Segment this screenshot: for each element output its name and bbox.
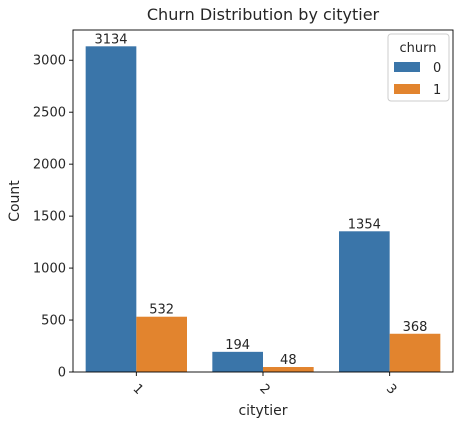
y-tick-label: 2500	[33, 106, 66, 121]
bar-2-churn-1	[263, 367, 314, 372]
bar-3-churn-1	[389, 333, 441, 372]
y-tick-label: 1500	[33, 210, 66, 225]
bar-value-label: 1354	[348, 217, 381, 232]
x-tick-label: 1	[130, 381, 146, 397]
bar-3-churn-0	[339, 231, 390, 372]
bar-value-label: 368	[403, 320, 428, 335]
bar-value-label: 48	[280, 353, 297, 368]
plot-frame	[72, 29, 454, 373]
bar-value-label: 194	[225, 338, 250, 353]
bar-value-label: 3134	[94, 32, 127, 47]
bar-2-churn-0	[212, 351, 263, 372]
y-tick-label: 500	[41, 314, 66, 329]
x-tick-label: 2	[256, 381, 272, 397]
x-axis-ticks: 1 2 3	[130, 372, 399, 398]
legend-swatch-1	[394, 84, 420, 94]
x-tick-label: 3	[383, 381, 399, 397]
legend-swatch-0	[394, 62, 420, 72]
bar-data-labels: 3134 532 194 48 1354 368	[94, 32, 427, 368]
y-tick-label: 1000	[33, 262, 66, 277]
y-tick-label: 0	[58, 366, 66, 381]
y-tick-label: 2000	[33, 158, 66, 173]
y-axis-label: Count	[7, 180, 23, 222]
y-axis-ticks: 0 500 1000 1500 2000 2500 3000	[33, 54, 73, 381]
legend-entry-1: 1	[433, 83, 441, 98]
bar-1-churn-0	[85, 46, 137, 373]
x-axis-label: citytier	[238, 403, 287, 419]
bars	[85, 46, 441, 373]
legend: churn 0 1	[387, 33, 450, 102]
legend-entry-0: 0	[433, 61, 441, 76]
y-tick-label: 3000	[33, 54, 66, 69]
bar-1-churn-1	[136, 316, 187, 372]
chart-title: Churn Distribution by citytier	[147, 5, 380, 24]
bar-value-label: 532	[149, 303, 174, 318]
legend-title: churn	[400, 41, 437, 56]
